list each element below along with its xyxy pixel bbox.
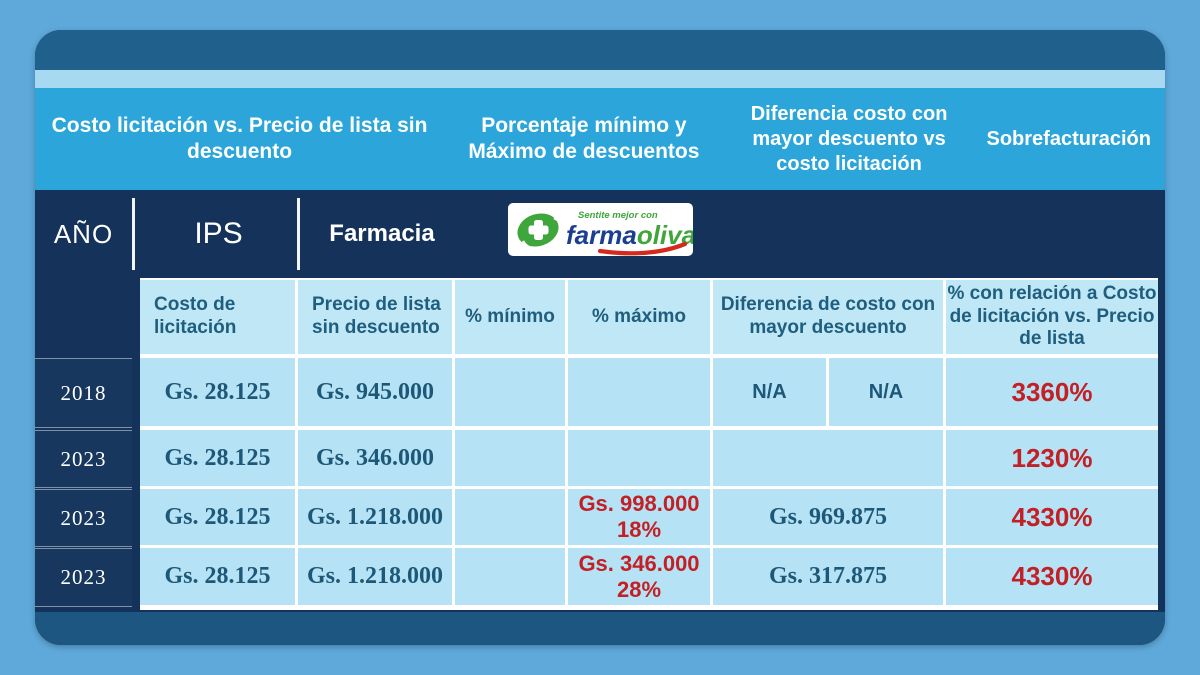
card-bottom-band: [35, 612, 1165, 645]
subheader-diferencia: Diferencia de costo con mayor descuento: [713, 280, 943, 354]
card-light-strip: [35, 70, 1165, 88]
cell-pct-maximo: Gs. 346.000 28%: [568, 548, 710, 605]
cell-costo-licitacion: Gs. 28.125: [140, 358, 295, 426]
divider: [297, 198, 300, 270]
cell-precio-lista: Gs. 945.000: [298, 358, 452, 426]
cell-diferencia-b: N/A: [829, 358, 943, 426]
group-header-sobrefacturacion: Sobrefacturación: [986, 127, 1151, 150]
cell-sobrefacturacion: 3360%: [946, 358, 1158, 426]
group-header-costo-vs-precio: Costo licitación vs. Precio de lista sin…: [51, 113, 428, 163]
logo-tagline: Sentite mejor con: [578, 210, 658, 221]
row-year: 2023: [35, 489, 132, 547]
cell-precio-lista: Gs. 1.218.000: [298, 489, 452, 545]
logo-swoosh: [597, 241, 688, 256]
farmaoliva-logo: Sentite mejor con farmaoliva: [508, 203, 693, 256]
cell-pct-maximo: [568, 430, 710, 486]
column-header-ips: IPS: [194, 217, 243, 250]
cell-pct-maximo-monto: Gs. 346.000: [578, 550, 700, 576]
svg-text:farmaoliva: farmaoliva: [566, 220, 693, 250]
subheader-pct-minimo: % mínimo: [455, 280, 565, 354]
cell-pct-minimo: [455, 430, 565, 486]
cell-precio-lista: Gs. 1.218.000: [298, 548, 452, 605]
farmaoliva-cross-icon: [517, 213, 565, 251]
column-header-farmacia: Farmacia: [329, 220, 435, 247]
cell-pct-maximo: Gs. 998.000 18%: [568, 489, 710, 545]
row-year: 2018: [35, 358, 132, 428]
cell-pct-maximo-porcentaje: 18%: [616, 517, 662, 542]
cell-precio-lista: Gs. 346.000: [298, 430, 452, 486]
cell-sobrefacturacion: 4330%: [946, 489, 1158, 545]
subheader-relacion: % con relación a Costo de licitación vs.…: [946, 280, 1158, 354]
cell-costo-licitacion: Gs. 28.125: [140, 489, 295, 545]
cell-pct-minimo: [455, 358, 565, 426]
cell-sobrefacturacion: 4330%: [946, 548, 1158, 605]
row-year: 2023: [35, 430, 132, 488]
cell-pct-minimo: [455, 548, 565, 605]
table-grid: Costo de licitación Precio de lista sin …: [140, 278, 1158, 610]
cell-sobrefacturacion: 1230%: [946, 430, 1158, 486]
column-header-ano: AÑO: [53, 218, 114, 249]
subheader-precio-lista: Precio de lista sin descuento: [298, 280, 452, 354]
table-group-header: Costo licitación vs. Precio de lista sin…: [35, 88, 1165, 190]
group-header-porcentajes: Porcentaje mínimo y Máximo de descuentos: [468, 113, 700, 163]
group-header-diferencia: Diferencia costo con mayor descuento vs …: [750, 102, 948, 175]
subheader-costo-licitacion: Costo de licitación: [140, 280, 295, 354]
subheader-pct-maximo: % máximo: [568, 280, 710, 354]
cell-pct-maximo: [568, 358, 710, 426]
cell-diferencia: Gs. 969.875: [713, 489, 943, 545]
cell-costo-licitacion: Gs. 28.125: [140, 548, 295, 605]
cell-diferencia: [713, 430, 943, 486]
slide-card: Costo licitación vs. Precio de lista sin…: [35, 30, 1165, 645]
cell-pct-maximo-monto: Gs. 998.000: [578, 491, 700, 517]
logo-brand-farma: farma: [566, 220, 637, 250]
divider: [132, 198, 135, 270]
cell-pct-minimo: [455, 489, 565, 545]
cell-costo-licitacion: Gs. 28.125: [140, 430, 295, 486]
cell-diferencia-a: N/A: [713, 358, 826, 426]
cell-diferencia: Gs. 317.875: [713, 548, 943, 605]
table-body: AÑO IPS Farmacia Sentite mejor con farma…: [35, 190, 1165, 612]
cell-pct-maximo-porcentaje: 28%: [616, 576, 662, 602]
card-top-band: [35, 30, 1165, 70]
row-year: 2023: [35, 548, 132, 607]
